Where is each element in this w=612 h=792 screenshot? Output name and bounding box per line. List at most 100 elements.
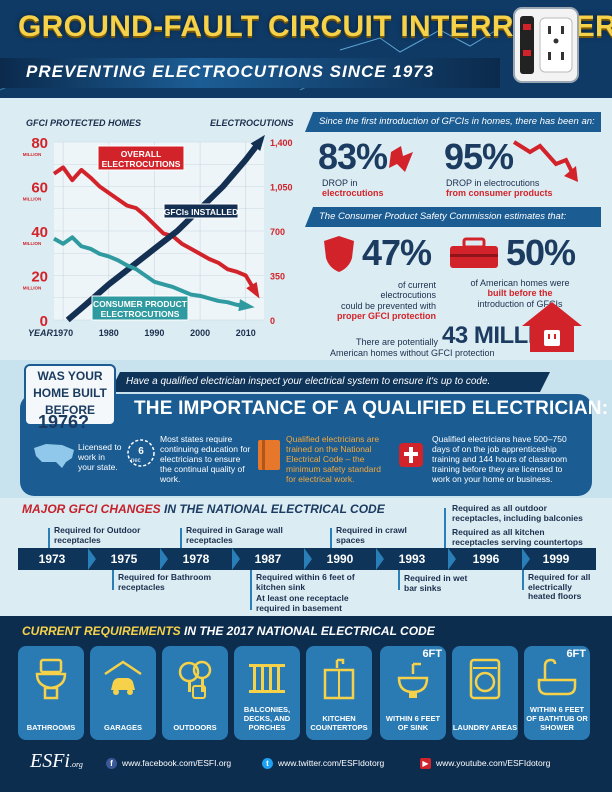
stat-83-label: DROP in electrocutions xyxy=(322,178,384,199)
logo-text: ESFi xyxy=(30,750,70,772)
timeline-year-1987: 1987 xyxy=(254,552,282,566)
timeline-separator xyxy=(376,548,384,570)
cpsc-text: The Consumer Product Safety Commission e… xyxy=(319,211,567,222)
note-1975-l1: Required for Bathroom xyxy=(118,572,212,582)
requirement-label: BATHROOMS xyxy=(26,723,76,732)
tick-1990 xyxy=(330,528,332,548)
tick-1973 xyxy=(48,528,50,548)
tick-1993 xyxy=(398,570,400,590)
note-1987a-l1: Required within 6 feet of xyxy=(256,572,355,582)
chart-series-label-1: OVERALL xyxy=(121,149,162,159)
requirements-title-yellow: CURRENT REQUIREMENTS xyxy=(22,624,181,638)
stat-95-percent: 95% xyxy=(444,136,514,177)
requirement-label: LAUNDRY AREAS xyxy=(452,723,518,732)
timeline-year-1999: 1999 xyxy=(542,552,570,566)
qualified-title: THE IMPORTANCE OF A QUALIFIED ELECTRICIA… xyxy=(134,398,609,419)
twitter-link[interactable]: t www.twitter.com/ESFIdotorg xyxy=(262,758,384,770)
stat-47-line2: electrocutions xyxy=(380,290,436,301)
note-1987a-l2: kitchen sink xyxy=(256,581,306,592)
requirement-box-2: GARAGES xyxy=(90,646,156,740)
badge-year: 1976? xyxy=(38,412,90,432)
requirements-title: CURRENT REQUIREMENTS IN THE 2017 NATIONA… xyxy=(22,624,435,638)
note-1975-l2: receptacles xyxy=(118,581,165,592)
chart-left-tick-unit: MILLION xyxy=(23,197,42,202)
chart-left-tick-label: 20 xyxy=(31,269,48,286)
chart-left-tick-label: 60 xyxy=(31,180,48,197)
chart-series-line-3 xyxy=(53,235,247,308)
timeline-year-1978: 1978 xyxy=(182,552,210,566)
page-subtitle: PREVENTING ELECTROCUTIONS SINCE 1973 xyxy=(26,62,435,81)
requirement-box-6: 6FT WITHIN 6 FEET OF SINK xyxy=(380,646,446,740)
garage-car-icon xyxy=(104,660,142,695)
gfci-outlet-icon xyxy=(513,7,579,83)
chart-left-tick-label: 0 xyxy=(40,313,48,330)
note-1993: Required in wet bar sinks xyxy=(404,573,467,593)
chart-right-tick-label: 1,400 xyxy=(270,138,293,148)
house-outlet-icon xyxy=(522,302,582,352)
washing-machine-icon xyxy=(469,658,501,700)
badge-line2: HOME BUILT xyxy=(33,386,107,400)
stat-83-line2: electrocutions xyxy=(322,188,384,199)
facebook-icon: f xyxy=(106,758,117,770)
stat-95-line1: DROP in electrocutions xyxy=(446,178,540,188)
timeline-title-red: MAJOR GFCI CHANGES xyxy=(22,502,161,516)
sink-icon xyxy=(397,662,429,698)
note-1996a-l1: Required as all outdoor xyxy=(452,503,547,513)
note-1993-l2: bar sinks xyxy=(404,582,442,593)
timeline-year-1973: 1973 xyxy=(38,552,66,566)
chart-series-label-1: ELECTROCUTIONS xyxy=(102,159,181,169)
tick-1999 xyxy=(522,570,524,590)
chart-left-axis-title: GFCI PROTECTED HOMES xyxy=(26,118,142,128)
chart-series-arrow-3 xyxy=(238,299,255,312)
stat-47-line3: could be prevented with xyxy=(340,300,436,311)
chart-series-label-3: CONSUMER PRODUCT xyxy=(93,299,188,309)
tools-icon xyxy=(399,443,423,467)
facebook-link[interactable]: f www.facebook.com/ESFI.org xyxy=(106,758,232,770)
stat-83-percent: 83% xyxy=(318,136,388,177)
chart-series-arrow-2 xyxy=(250,134,265,151)
qualified-header-text: Have a qualified electrician inspect you… xyxy=(126,376,491,387)
chart-series-label-2-bg xyxy=(163,203,239,219)
chart-x-tick-label: 2000 xyxy=(190,328,210,338)
facebook-url: www.facebook.com/ESFI.org xyxy=(122,758,232,768)
requirements-title-rest: IN THE 2017 NATIONAL ELECTRICAL CODE xyxy=(180,624,435,638)
tick-1975 xyxy=(112,570,114,590)
requirement-box-1: BATHROOMS xyxy=(18,646,84,740)
chart-x-tick-label: 2010 xyxy=(236,328,256,338)
note-1987b-l2: required in basement xyxy=(256,602,342,613)
potential-label-2: American homes without GFCI protection xyxy=(330,348,495,358)
note-1975: Required for Bathroom receptacles xyxy=(118,572,212,592)
note-1996a-l2: receptacles, including balconies xyxy=(452,512,583,523)
youtube-icon: ▶ xyxy=(420,758,431,770)
chart-series-label-1-bg xyxy=(97,145,185,171)
svg-text:6: 6 xyxy=(138,446,144,457)
requirement-box-7: LAUNDRY AREAS xyxy=(452,646,518,740)
chart-right-tick-label: 700 xyxy=(270,227,285,237)
chart-left-tick-unit: MILLION xyxy=(23,241,42,246)
badge-line3: BEFORE xyxy=(44,403,95,417)
chart-left-tick-unit: MILLION xyxy=(23,152,42,157)
note-1978: Required in Garage wall receptacles xyxy=(186,525,283,545)
stat-95-line2: from consumer products xyxy=(446,188,553,199)
logo-sub: .org xyxy=(70,760,83,769)
tick-1996 xyxy=(444,508,446,548)
badge-line1: WAS YOUR xyxy=(37,369,103,383)
qual-col1-text: Licensed to work in your state. xyxy=(78,442,122,472)
note-1990-l2: spaces xyxy=(336,534,365,545)
note-1973-l1: Required for Outdoor xyxy=(54,525,141,535)
note-1978-l1: Required in Garage wall xyxy=(186,525,283,535)
toolbox-icon xyxy=(450,237,498,268)
youtube-link[interactable]: ▶ www.youtube.com/ESFIdotorg xyxy=(420,758,550,770)
note-1996b-l1: Required as all kitchen xyxy=(452,527,545,537)
stat-47-line1: of current xyxy=(397,280,436,290)
chart-x-tick-label: 1990 xyxy=(144,328,164,338)
code-book-icon xyxy=(258,440,280,470)
requirement-label: BALCONIES, DECKS, AND PORCHES xyxy=(243,705,291,732)
usa-map-icon xyxy=(34,444,74,468)
cpsc-banner: The Consumer Product Safety Commission e… xyxy=(305,207,601,227)
toilet-icon xyxy=(35,658,67,700)
electrocutions-chart: 80MILLION60MILLION40MILLION20MILLION01,4… xyxy=(23,134,293,338)
note-1996a: Required as all outdoor receptacles, incl… xyxy=(452,503,583,523)
timeline-separator xyxy=(304,548,312,570)
requirement-box-3: OUTDOORS xyxy=(162,646,228,740)
